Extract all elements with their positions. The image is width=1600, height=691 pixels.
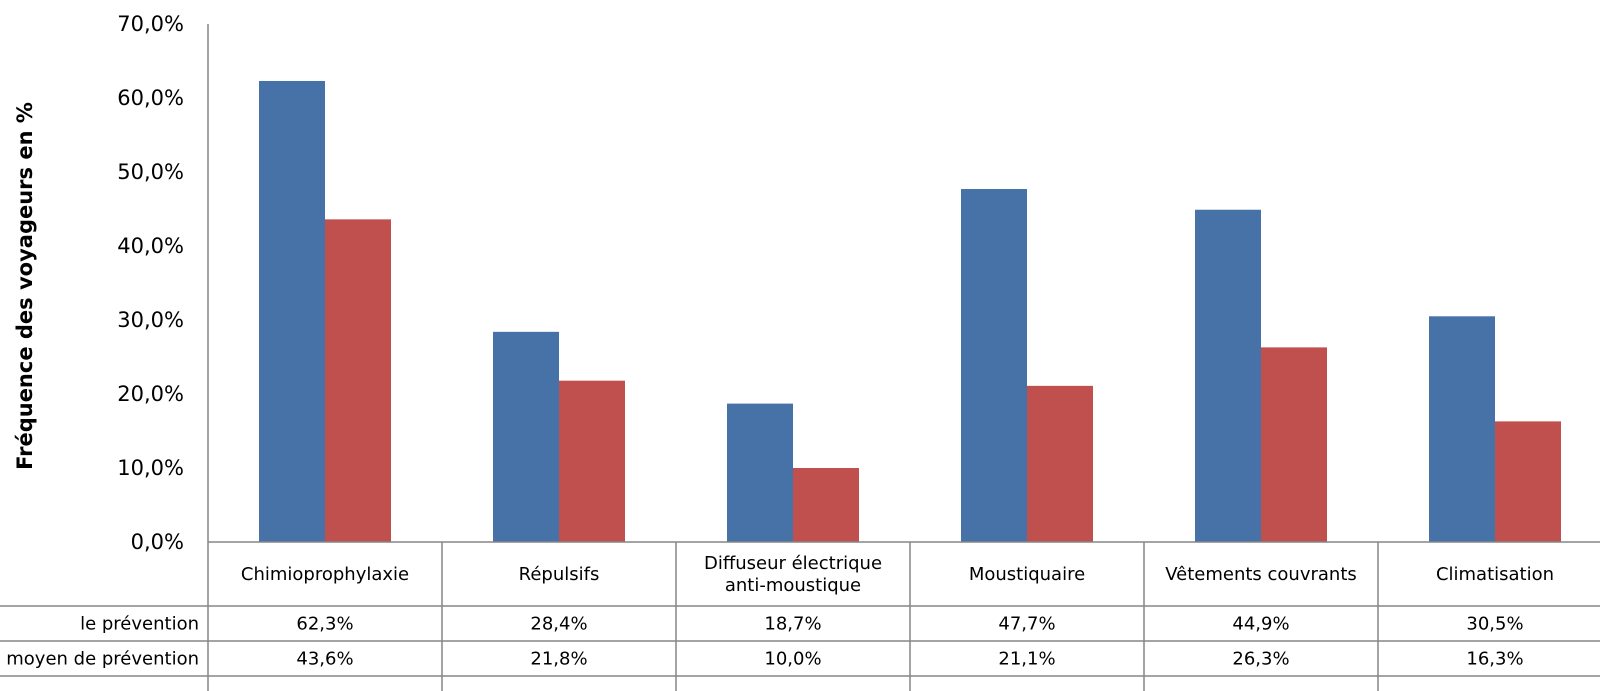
category-label: Répulsifs — [519, 564, 600, 585]
data-table: Chimioprophylaxie Répulsifs Diffuseur élec… — [0, 541, 1600, 691]
table-cell-value: 21,8% — [530, 649, 587, 670]
bar-series2-5 — [1495, 421, 1561, 542]
table-cell-value: 30,5% — [1466, 614, 1523, 635]
table-cell-value: 43,6% — [296, 649, 353, 670]
table-cell-value: 16,3% — [1466, 649, 1523, 670]
table-cell-value: 44,9% — [1232, 614, 1289, 635]
bar-series2-4 — [1261, 347, 1327, 542]
bar-series2-1 — [559, 380, 625, 542]
table-cell-value: 26,3% — [1232, 649, 1289, 670]
bar-series1-3 — [961, 189, 1027, 542]
category-label: Climatisation — [1436, 564, 1554, 585]
category-label: Vêtements couvrants — [1165, 564, 1357, 585]
category-label: Chimioprophylaxie — [241, 564, 409, 585]
y-tick-label: 20,0% — [117, 382, 184, 406]
category-label: Diffuseur électrique — [704, 553, 882, 574]
table-cell-value: 47,7% — [998, 614, 1055, 635]
series-row-label: le prévention — [80, 614, 199, 635]
table-cell-value: 10,0% — [764, 649, 821, 670]
series-row-label: moyen de prévention — [6, 649, 199, 670]
y-tick-label: 70,0% — [117, 12, 184, 36]
bar-series2-2 — [793, 468, 859, 542]
table-cell-value: 28,4% — [530, 614, 587, 635]
bars-layer — [259, 80, 1561, 543]
table-cell-value: 21,1% — [998, 649, 1055, 670]
category-label: anti-moustique — [725, 575, 861, 596]
bar-series2-3 — [1027, 385, 1093, 542]
y-tick-label: 50,0% — [117, 160, 184, 184]
y-axis-title: Fréquence des voyageurs en % — [13, 102, 37, 470]
y-tick-label: 60,0% — [117, 86, 184, 110]
y-tick-label: 10,0% — [117, 456, 184, 480]
bar-series1-4 — [1195, 209, 1261, 543]
bar-series1-0 — [259, 80, 325, 542]
table-cell-value: 62,3% — [296, 614, 353, 635]
table-cell-value: 18,7% — [764, 614, 821, 635]
axes-layer: 0,0% 10,0% 20,0% 30,0% 40,0% 50,0% 60,0% 70,0% — [117, 12, 209, 554]
bar-series2-0 — [325, 219, 391, 543]
y-tick-label: 0,0% — [131, 530, 184, 554]
bar-series1-5 — [1429, 316, 1495, 542]
bar-series1-2 — [727, 403, 793, 542]
category-label: Moustiquaire — [969, 564, 1085, 585]
y-tick-label: 30,0% — [117, 308, 184, 332]
y-tick-label: 40,0% — [117, 234, 184, 258]
bar-series1-1 — [493, 331, 559, 542]
